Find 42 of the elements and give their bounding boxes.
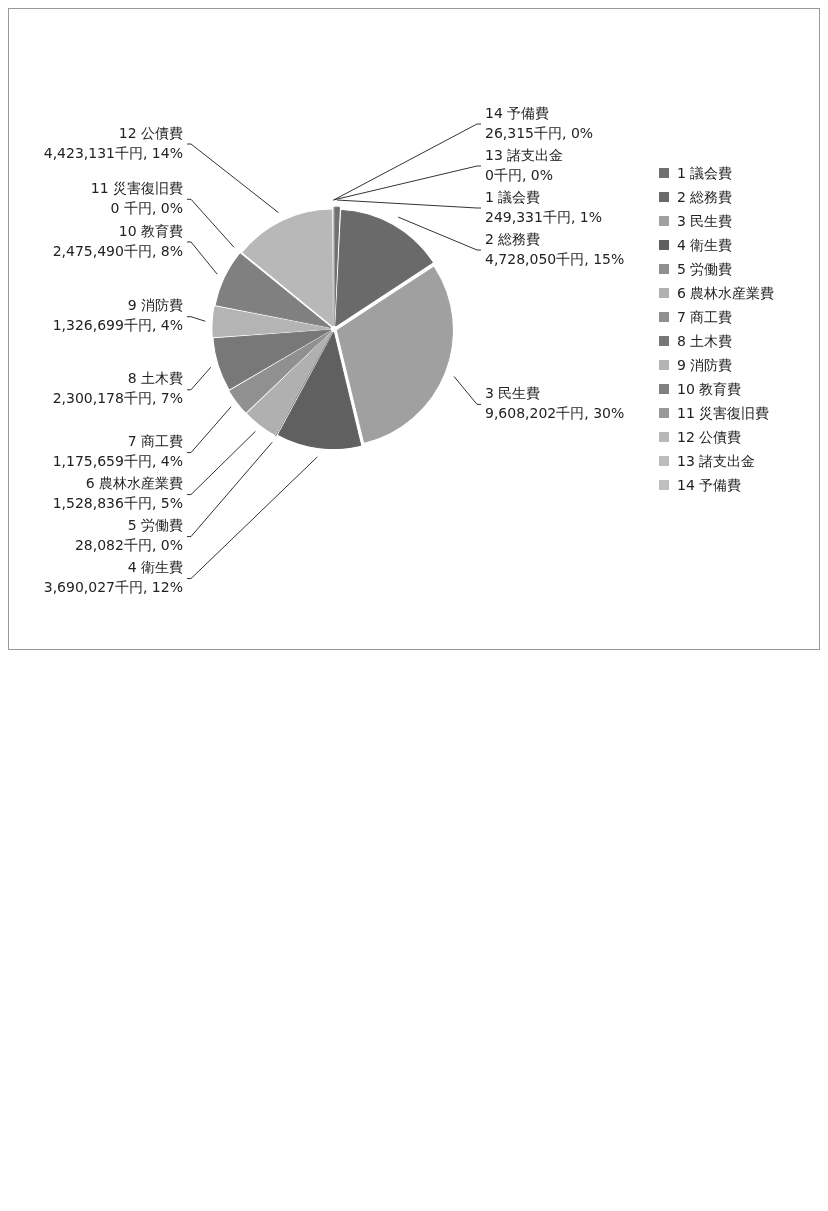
data-label: 9,608,202千円, 30% [485, 405, 625, 422]
data-label: 4,728,050千円, 15% [485, 250, 625, 267]
category-label: 13 諸支出金 [485, 146, 564, 163]
legend-label: 8 土木費 [677, 332, 733, 351]
data-label: 2,300,178千円, 7% [52, 390, 183, 407]
slice-label: 10 教育費 [118, 222, 183, 239]
slice-label: 9 消防費 [127, 297, 183, 314]
legend-label: 10 教育費 [677, 380, 742, 399]
legend-label: 11 災害復旧費 [677, 404, 770, 423]
legend-label: 13 諸支出金 [677, 452, 756, 471]
slice-label: 12 公債費 [118, 124, 183, 141]
data-label: 1,528,836千円, 5% [52, 495, 183, 512]
legend-label: 14 予備費 [677, 476, 742, 495]
data-label: 28,082千円, 0% [74, 537, 183, 554]
text: 0千円, 0% [485, 166, 554, 183]
legend-label: 7 商工費 [677, 308, 733, 327]
slice-label: 2 総務費 [485, 230, 541, 247]
legend-label: 9 消防費 [677, 356, 733, 375]
legend-label: 2 総務費 [677, 188, 733, 207]
legend-label: 5 労働費 [677, 260, 733, 279]
slice-label: 5 労働費 [127, 517, 183, 534]
data-label: 2,475,490千円, 8% [52, 242, 183, 259]
slice-label: 7 商工費 [127, 433, 183, 450]
text: 0 千円, 0% [110, 199, 183, 216]
legend-label: 4 衛生費 [677, 236, 733, 255]
data-label: 249,331千円, 1% [485, 208, 603, 225]
slice-label: 14 予備費 [485, 104, 550, 121]
legend-label: 6 農林水産業費 [677, 284, 775, 303]
slice-label: 8 土木費 [127, 370, 183, 387]
data-label: 1,175,659千円, 4% [52, 453, 183, 470]
slice-label: 6 農林水産業費 [85, 475, 183, 492]
legend-label: 12 公債費 [677, 428, 742, 447]
slice-label: 3 民生費 [485, 385, 541, 402]
data-label: 4,423,131千円, 14% [43, 144, 183, 161]
data-label: 1,326,699千円, 4% [52, 317, 183, 334]
category-label: 11 災害復旧費 [90, 179, 183, 196]
slice-label: 1 議会費 [485, 188, 541, 205]
data-label: 26,315千円, 0% [485, 124, 594, 141]
slice-label: 4 衛生費 [127, 559, 183, 576]
legend-label: 1 議会費 [677, 164, 733, 183]
legend-label: 3 民生費 [677, 212, 733, 231]
data-label: 3,690,027千円, 12% [43, 579, 183, 596]
